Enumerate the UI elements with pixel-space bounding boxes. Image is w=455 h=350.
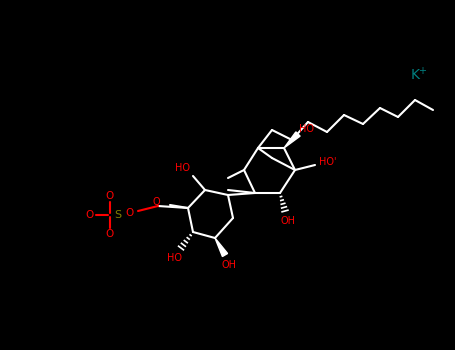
Polygon shape [215, 238, 228, 257]
Text: S: S [115, 210, 121, 220]
Text: OH: OH [222, 260, 237, 270]
Text: +: + [418, 66, 426, 76]
Polygon shape [284, 132, 300, 148]
Text: K: K [410, 68, 420, 82]
Text: OH: OH [280, 216, 295, 226]
Text: O: O [85, 210, 93, 220]
Text: O: O [106, 191, 114, 201]
Text: O: O [106, 229, 114, 239]
Text: HO': HO' [319, 157, 337, 167]
Text: HO: HO [176, 163, 191, 173]
Text: O: O [126, 208, 134, 218]
Text: HO: HO [298, 124, 313, 134]
Text: HO: HO [167, 253, 182, 263]
Text: O: O [152, 197, 160, 207]
